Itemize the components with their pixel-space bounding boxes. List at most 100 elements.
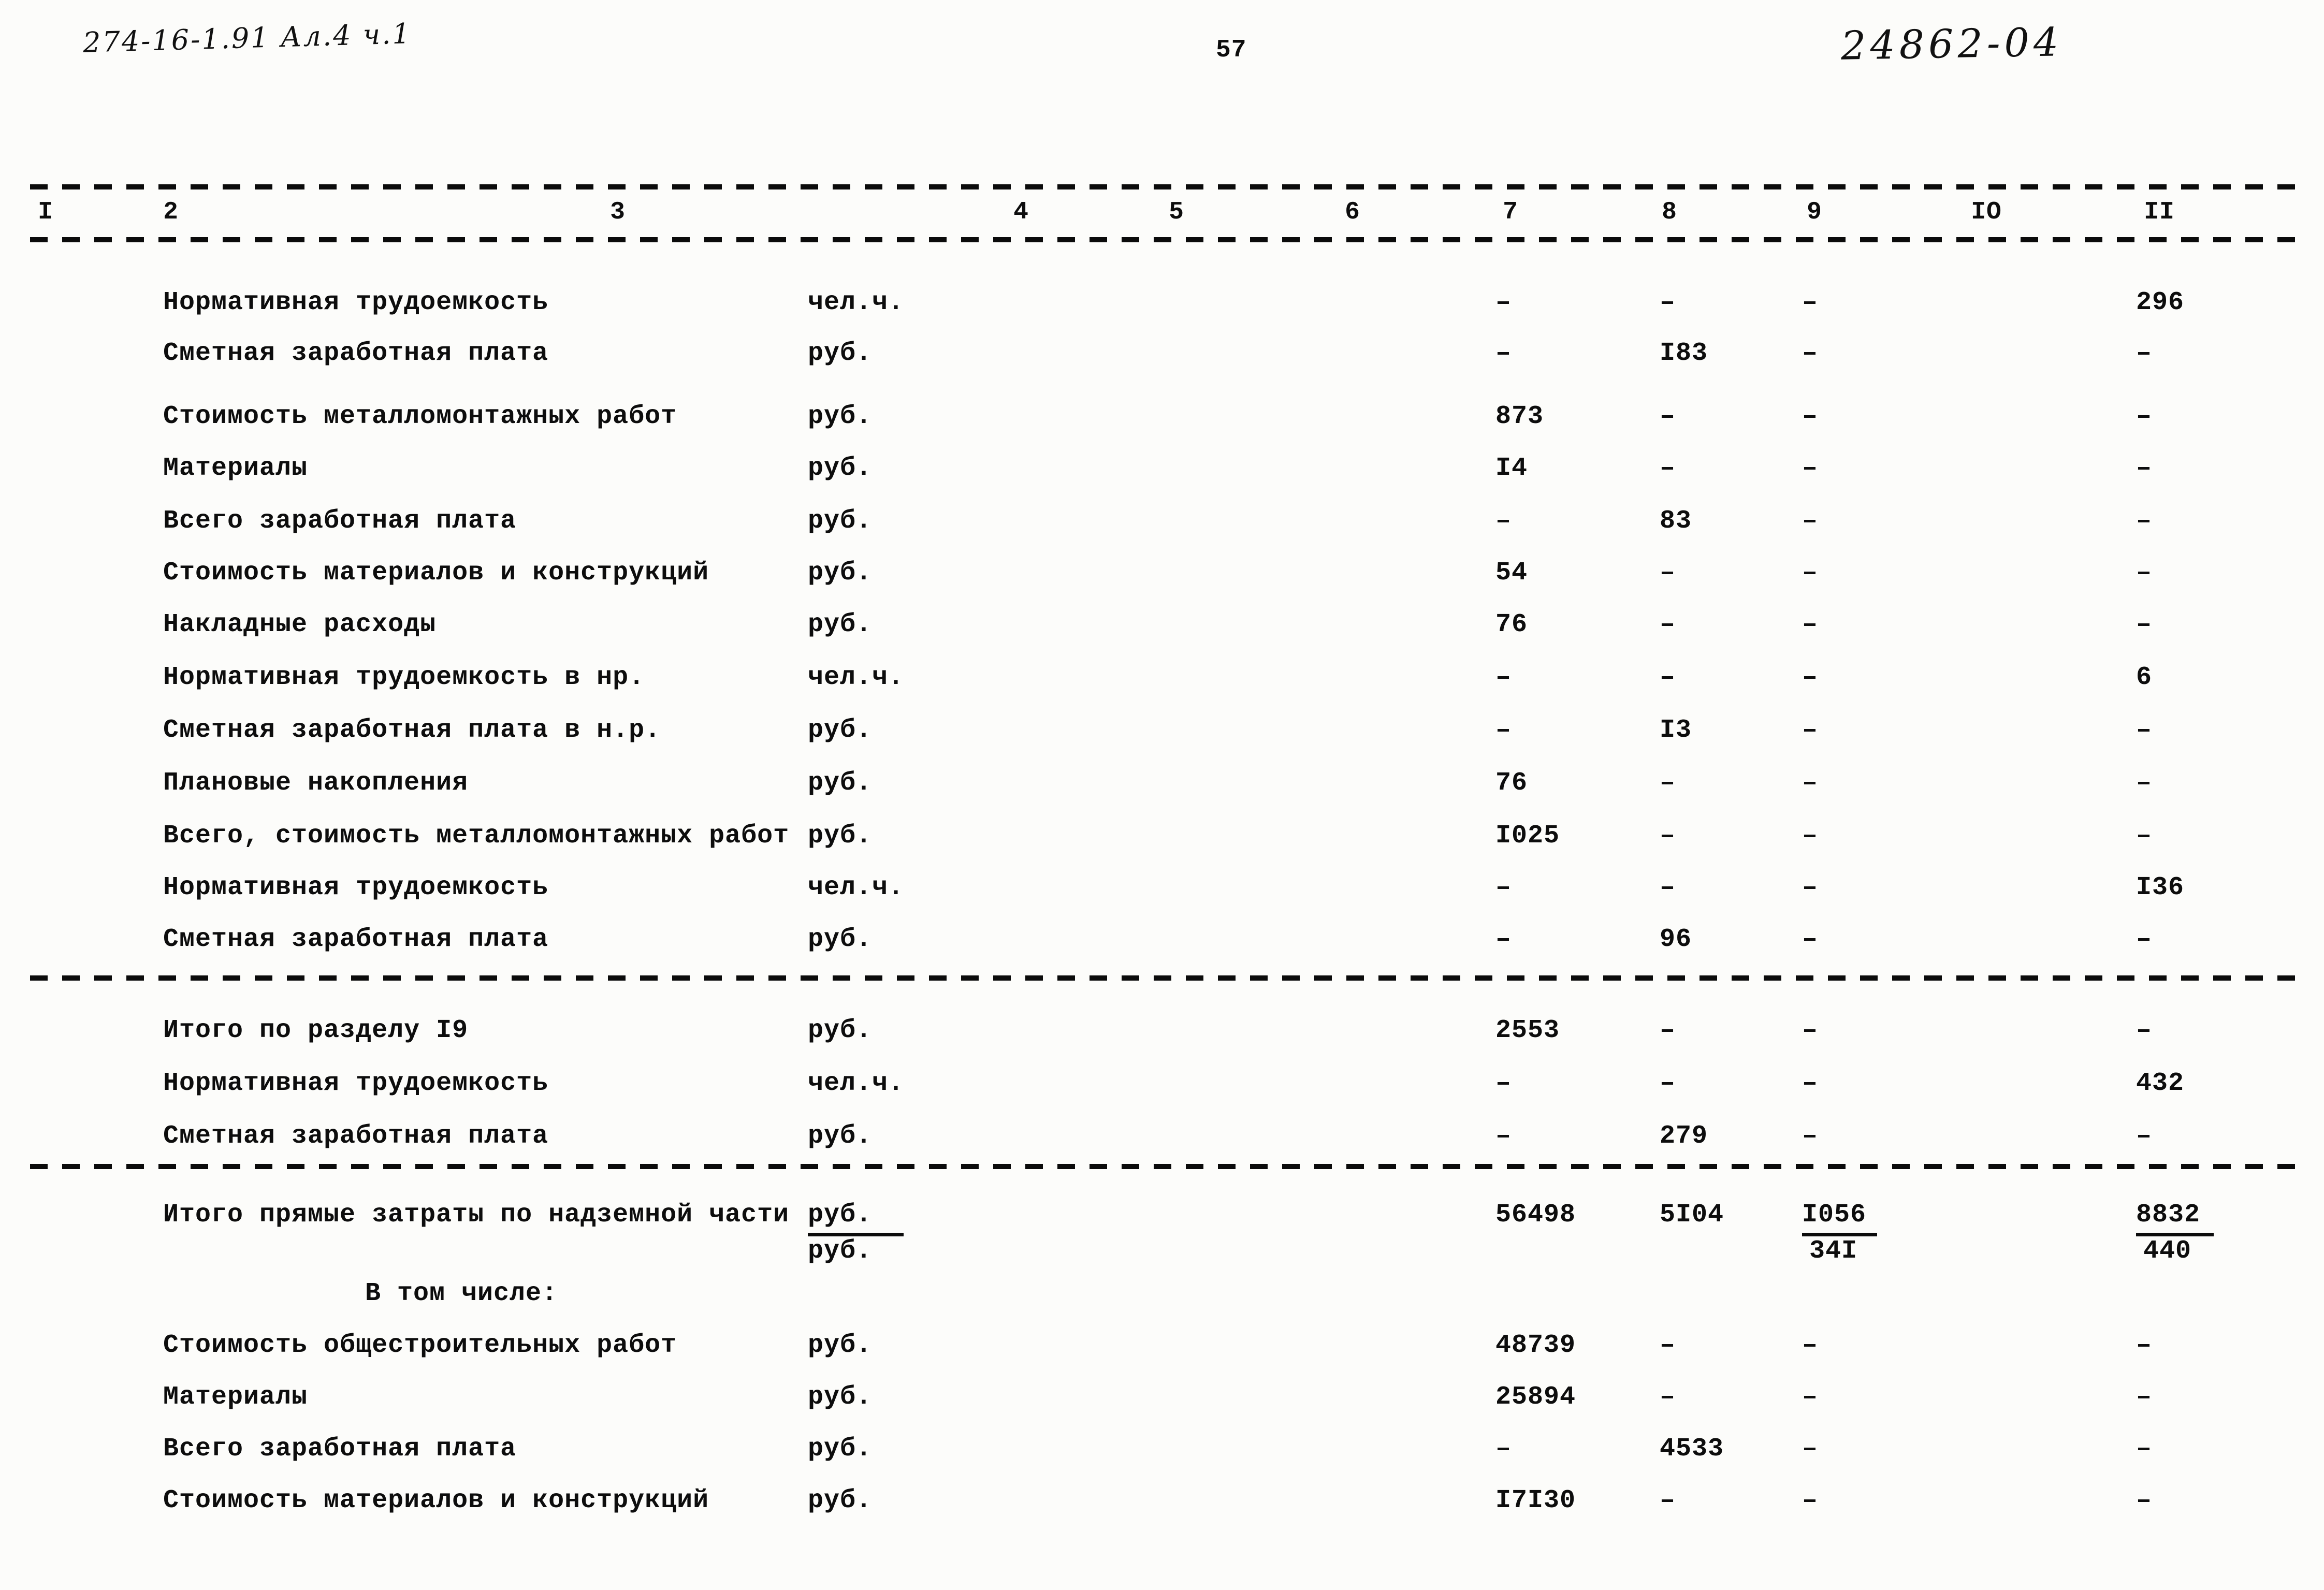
cell-col7: 56498 [1495, 1200, 1576, 1230]
column-number: 7 [1503, 198, 1518, 226]
cell-col11: 296 [2136, 288, 2185, 317]
row-label: Всего, стоимость металломонтажных работ [163, 821, 790, 851]
cell-col9: – [1802, 506, 1819, 536]
row-label: Итого прямые затраты по надземной части [163, 1200, 790, 1230]
cell-col7: – [1495, 873, 1512, 902]
cell-col9: – [1802, 1382, 1819, 1412]
row-unit: руб. [808, 454, 873, 483]
cell-col11: – [2136, 1331, 2153, 1360]
column-number: 2 [163, 198, 179, 226]
cell-col11: – [2136, 768, 2153, 798]
page-number: 57 [1216, 36, 1247, 64]
row-unit-top: руб. [808, 1200, 904, 1236]
row-unit: руб. [808, 925, 873, 954]
cell-col11: 432 [2136, 1069, 2185, 1098]
cell-col9-fraction: I056 [1802, 1200, 1877, 1236]
column-number: 3 [610, 198, 626, 226]
row-unit: чел.ч. [808, 663, 905, 692]
cell-col8: – [1660, 288, 1676, 317]
cell-col11: – [2136, 821, 2153, 851]
row-unit: руб. [808, 821, 873, 851]
cell-col11-bottom: 440 [2143, 1236, 2192, 1266]
column-number: 8 [1662, 198, 1677, 226]
row-unit: руб. [808, 1486, 873, 1515]
row-label: Плановые накопления [163, 768, 469, 798]
row-label: Нормативная трудоемкость [163, 873, 549, 902]
cell-col11: – [2136, 402, 2153, 431]
cell-col9: – [1802, 402, 1819, 431]
cell-col11-top: 8832 [2136, 1200, 2214, 1236]
cell-col11: I36 [2136, 873, 2185, 902]
cell-col7: 873 [1495, 402, 1544, 431]
cell-col9: – [1802, 1016, 1819, 1045]
cell-col9: – [1802, 610, 1819, 639]
row-unit: руб. [808, 558, 873, 588]
cell-col8: – [1660, 454, 1676, 483]
cell-col7: 76 [1495, 768, 1528, 798]
cell-col7: – [1495, 1121, 1512, 1151]
cell-col8: – [1660, 402, 1676, 431]
row-label: Нормативная трудоемкость [163, 1069, 549, 1098]
handwritten-reference: 274-16-1.91 Ал.4 ч.1 [82, 17, 412, 59]
row-label: Сметная заработная плата [163, 339, 549, 368]
row-label: Нормативная трудоемкость [163, 288, 549, 317]
row-unit: руб. [808, 1382, 873, 1412]
cell-col7: – [1495, 716, 1512, 745]
cell-col8: – [1660, 873, 1676, 902]
cell-col8: I83 [1660, 339, 1708, 368]
column-number: 9 [1807, 198, 1822, 226]
cell-col7: I4 [1495, 454, 1528, 483]
column-number: 4 [1013, 198, 1029, 226]
cell-col9: – [1802, 1121, 1819, 1151]
cell-col11: – [2136, 610, 2153, 639]
cell-col11: – [2136, 1121, 2153, 1151]
cell-col7: 48739 [1495, 1331, 1576, 1360]
cell-col7: 25894 [1495, 1382, 1576, 1412]
cell-col9: – [1802, 454, 1819, 483]
row-unit: чел.ч. [808, 1069, 905, 1098]
cell-col8: 4533 [1660, 1434, 1724, 1464]
cell-col11: 6 [2136, 663, 2153, 692]
row-label: Всего заработная плата [163, 506, 517, 536]
cell-col11: – [2136, 1434, 2153, 1464]
cell-col8: – [1660, 1016, 1676, 1045]
cell-col7: 2553 [1495, 1016, 1560, 1045]
cell-col7: I7I30 [1495, 1486, 1576, 1515]
cell-col8: – [1660, 1331, 1676, 1360]
column-number: I [38, 198, 53, 226]
row-label: Нормативная трудоемкость в нр. [163, 663, 645, 692]
column-number: IO [1971, 198, 2002, 226]
cell-col8: – [1660, 1382, 1676, 1412]
section-dashed-line [30, 1164, 2306, 1169]
row-label: Стоимость общестроительных работ [163, 1331, 677, 1360]
row-label: Стоимость металломонтажных работ [163, 402, 677, 431]
row-unit: чел.ч. [808, 873, 905, 902]
cell-col9: – [1802, 925, 1819, 954]
cell-col8: 83 [1660, 506, 1692, 536]
row-unit: руб. [808, 768, 873, 798]
cell-col7: 54 [1495, 558, 1528, 588]
row-unit: руб. [808, 506, 873, 536]
row-unit: руб. [808, 1121, 873, 1151]
cell-col7: – [1495, 339, 1512, 368]
cell-col11: – [2136, 454, 2153, 483]
note-text: В том числе: [365, 1279, 558, 1308]
cell-col8: 279 [1660, 1121, 1708, 1151]
cell-col7: – [1495, 1069, 1512, 1098]
column-number: II [2144, 198, 2175, 226]
cell-col8: – [1660, 768, 1676, 798]
cell-col7: – [1495, 1434, 1512, 1464]
row-label: Материалы [163, 1382, 308, 1412]
cell-col9: – [1802, 1331, 1819, 1360]
column-number: 5 [1169, 198, 1184, 226]
cell-col11: – [2136, 339, 2153, 368]
row-label: Накладные расходы [163, 610, 437, 639]
cell-col9: – [1802, 1069, 1819, 1098]
row-unit-bottom: руб. [808, 1236, 873, 1266]
cell-col8: – [1660, 610, 1676, 639]
cell-col7: 76 [1495, 610, 1528, 639]
cell-col9: – [1802, 1434, 1819, 1464]
row-unit-fraction: руб. [808, 1200, 904, 1236]
row-label: Сметная заработная плата [163, 925, 549, 954]
